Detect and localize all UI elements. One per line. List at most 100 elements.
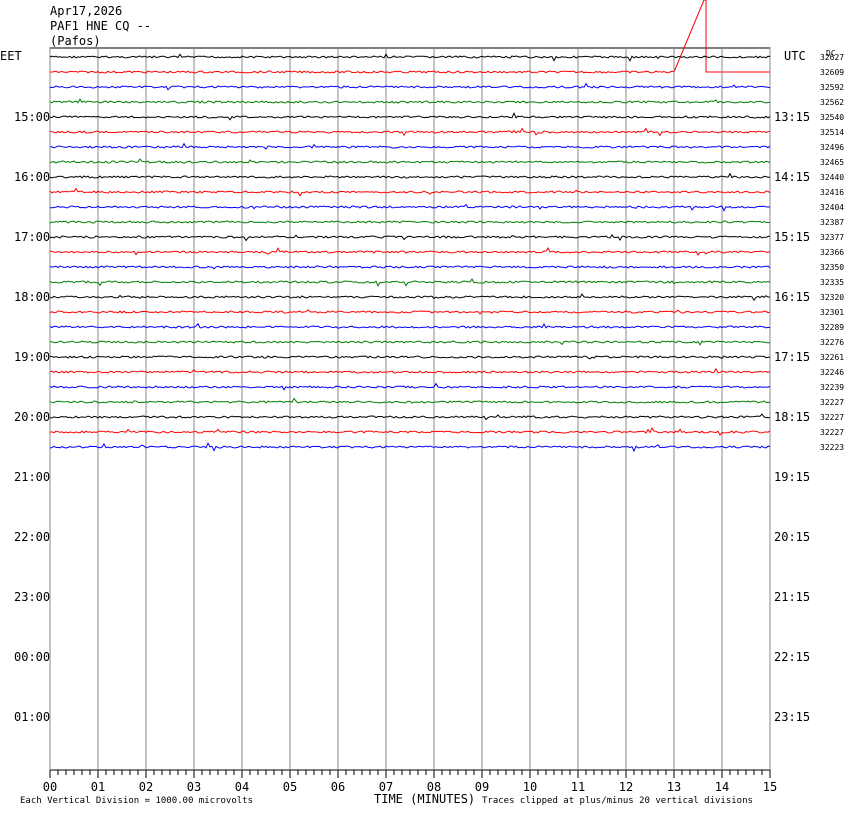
- trace: [49, 382, 771, 391]
- time-tick-label: 00: [43, 780, 57, 794]
- dc-offset: 32440: [820, 173, 844, 182]
- trace: [49, 82, 771, 91]
- left-hour-label: 19:00: [14, 350, 50, 364]
- dc-offset: 32377: [820, 233, 844, 242]
- left-axis-title: EET: [0, 49, 22, 63]
- trace: [49, 246, 771, 257]
- dc-offset: 32465: [820, 158, 844, 167]
- trace: [49, 397, 771, 404]
- time-tick-label: 04: [235, 780, 249, 794]
- time-tick-label: 10: [523, 780, 537, 794]
- right-hour-label: 16:15: [774, 290, 810, 304]
- right-hour-label: 21:15: [774, 590, 810, 604]
- dc-offset: 32514: [820, 128, 844, 137]
- dc-offset: 32627: [820, 53, 844, 62]
- dc-offset: 32404: [820, 203, 844, 212]
- trace: [50, 413, 771, 421]
- trace: [49, 220, 771, 224]
- dc-offset: 32223: [820, 443, 844, 452]
- dc-offset: 32227: [820, 398, 844, 407]
- time-tick-label: 09: [475, 780, 489, 794]
- trace: [49, 111, 771, 121]
- dc-offset: 32387: [820, 218, 844, 227]
- trace: [49, 187, 771, 197]
- dc-offset: 32592: [820, 83, 844, 92]
- trace: [49, 265, 771, 270]
- clipped-trace: [673, 0, 770, 73]
- time-tick-label: 11: [571, 780, 585, 794]
- time-tick-label: 08: [427, 780, 441, 794]
- right-hour-label: 19:15: [774, 470, 810, 484]
- left-hour-label: 00:00: [14, 650, 50, 664]
- trace: [49, 293, 770, 302]
- trace: [49, 355, 771, 360]
- dc-offset: 32227: [820, 413, 844, 422]
- trace: [49, 53, 771, 62]
- left-hour-label: 20:00: [14, 410, 50, 424]
- header-station: PAF1 HNE CQ --: [50, 19, 151, 33]
- trace: [49, 367, 771, 374]
- trace: [49, 340, 771, 346]
- time-tick-label: 06: [331, 780, 345, 794]
- dc-offset: 32335: [820, 278, 844, 287]
- left-hour-label: 17:00: [14, 230, 50, 244]
- time-tick-label: 14: [715, 780, 729, 794]
- dc-offset: 32416: [820, 188, 844, 197]
- time-tick-label: 15: [763, 780, 777, 794]
- dc-offset: 32261: [820, 353, 844, 362]
- clip-note: Traces clipped at plus/minus 20 vertical…: [482, 796, 753, 806]
- dc-offset: 32562: [820, 98, 844, 107]
- dc-offset: 32350: [820, 263, 844, 272]
- trace: [49, 442, 771, 453]
- left-hour-label: 16:00: [14, 170, 50, 184]
- trace: [49, 278, 771, 288]
- dc-offset: 32289: [820, 323, 844, 332]
- header-date: Apr17,2026: [50, 4, 122, 18]
- trace: [49, 322, 771, 329]
- dc-offset: 32366: [820, 248, 844, 257]
- trace: [49, 234, 771, 242]
- time-tick-label: 12: [619, 780, 633, 794]
- right-hour-label: 22:15: [774, 650, 810, 664]
- right-hour-label: 13:15: [774, 110, 810, 124]
- time-tick-label: 03: [187, 780, 201, 794]
- trace: [50, 203, 771, 212]
- dc-offset: 32301: [820, 308, 844, 317]
- left-hour-label: 21:00: [14, 470, 50, 484]
- left-hour-label: 15:00: [14, 110, 50, 124]
- time-tick-label: 02: [139, 780, 153, 794]
- right-hour-label: 15:15: [774, 230, 810, 244]
- time-axis-title: TIME (MINUTES): [374, 792, 475, 806]
- dc-offset: 32276: [820, 338, 844, 347]
- time-tick-label: 13: [667, 780, 681, 794]
- left-hour-label: 18:00: [14, 290, 50, 304]
- scale-note: Each Vertical Division = 1000.00 microvo…: [20, 796, 253, 806]
- dc-offset: 32246: [820, 368, 844, 377]
- dc-offset: 32496: [820, 143, 844, 152]
- dc-offset: 32227: [820, 428, 844, 437]
- dc-offset: 32320: [820, 293, 844, 302]
- time-tick-label: 05: [283, 780, 297, 794]
- header-location: (Pafos): [50, 34, 101, 48]
- trace: [49, 427, 771, 437]
- time-tick-label: 07: [379, 780, 393, 794]
- left-hour-label: 23:00: [14, 590, 50, 604]
- right-axis-title: UTC: [784, 49, 806, 63]
- time-tick-label: 01: [91, 780, 105, 794]
- trace: [49, 309, 771, 315]
- trace: [49, 142, 771, 150]
- trace: [49, 98, 771, 104]
- right-hour-label: 23:15: [774, 710, 810, 724]
- right-hour-label: 17:15: [774, 350, 810, 364]
- right-hour-label: 20:15: [774, 530, 810, 544]
- dc-offset: 32239: [820, 383, 844, 392]
- dc-offset: 32540: [820, 113, 844, 122]
- trace: [49, 172, 770, 179]
- left-hour-label: 22:00: [14, 530, 50, 544]
- right-hour-label: 14:15: [774, 170, 810, 184]
- right-hour-label: 18:15: [774, 410, 810, 424]
- trace: [49, 127, 771, 137]
- trace: [49, 70, 675, 74]
- trace: [49, 158, 771, 164]
